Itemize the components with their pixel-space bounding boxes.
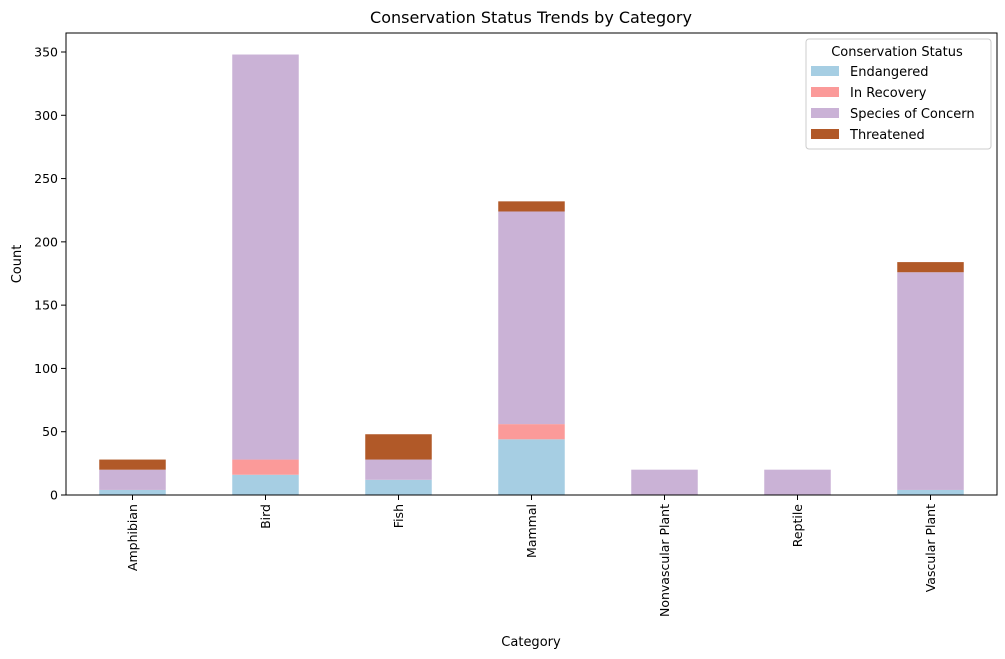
bar-in-recovery-mammal	[498, 424, 565, 440]
y-tick-label: 300	[34, 108, 58, 123]
x-axis-label: Category	[501, 635, 561, 650]
legend: Conservation Status Endangered In Recover…	[805, 38, 992, 150]
x-tick-label: Reptile	[790, 504, 805, 548]
bar-species-of-concern-amphibian	[99, 469, 166, 490]
x-axis: Amphibian Bird Fish Mammal Nonvascular Plant…	[125, 495, 938, 617]
legend-entry-label: In Recovery	[850, 86, 927, 101]
legend-swatch	[811, 66, 839, 76]
legend-title: Conservation Status	[831, 45, 963, 60]
y-tick-label: 100	[34, 361, 58, 376]
legend-box	[805, 38, 992, 150]
bar-endangered-bird	[232, 474, 299, 495]
x-tick-label: Amphibian	[125, 504, 140, 571]
chart-title: Conservation Status Trends by Category	[370, 8, 692, 27]
x-tick-label: Nonvascular Plant	[657, 504, 672, 617]
legend-swatch	[811, 129, 839, 139]
bar-threatened-fish	[365, 434, 432, 460]
legend-entry-label: Endangered	[850, 65, 928, 80]
bar-threatened-vascular-plant	[897, 262, 964, 273]
x-tick-label: Fish	[391, 504, 406, 528]
y-axis: 0 50 100 150 200 250 300 350	[34, 44, 66, 503]
legend-swatch	[811, 108, 839, 118]
x-tick-label: Vascular Plant	[923, 504, 938, 592]
bar-species-of-concern-nonvascular-plant	[631, 469, 698, 495]
y-tick-label: 150	[34, 298, 58, 313]
bar-endangered-fish	[365, 479, 432, 495]
legend-entry-label: Threatened	[849, 128, 925, 143]
bar-endangered-mammal	[498, 439, 565, 495]
y-tick-label: 250	[34, 171, 58, 186]
bar-threatened-amphibian	[99, 459, 166, 470]
legend-entry-label: Species of Concern	[850, 107, 975, 122]
bar-species-of-concern-bird	[232, 54, 299, 460]
bar-endangered-amphibian	[99, 489, 166, 495]
bars-layer	[99, 54, 964, 495]
y-tick-label: 350	[34, 44, 58, 59]
x-tick-label: Mammal	[524, 504, 539, 558]
y-tick-label: 50	[42, 424, 58, 439]
bar-threatened-mammal	[498, 201, 565, 212]
bar-endangered-vascular-plant	[897, 489, 964, 495]
bar-in-recovery-bird	[232, 459, 299, 475]
y-tick-label: 0	[50, 488, 58, 503]
bar-species-of-concern-reptile	[764, 469, 831, 495]
bar-species-of-concern-mammal	[498, 211, 565, 425]
y-axis-label: Count	[10, 245, 25, 284]
bar-species-of-concern-fish	[365, 459, 432, 480]
x-tick-label: Bird	[258, 504, 273, 529]
y-tick-label: 200	[34, 234, 58, 249]
legend-items: Endangered In Recovery Species of Concern T…	[811, 65, 975, 143]
legend-swatch	[811, 87, 839, 97]
bar-species-of-concern-vascular-plant	[897, 272, 964, 490]
